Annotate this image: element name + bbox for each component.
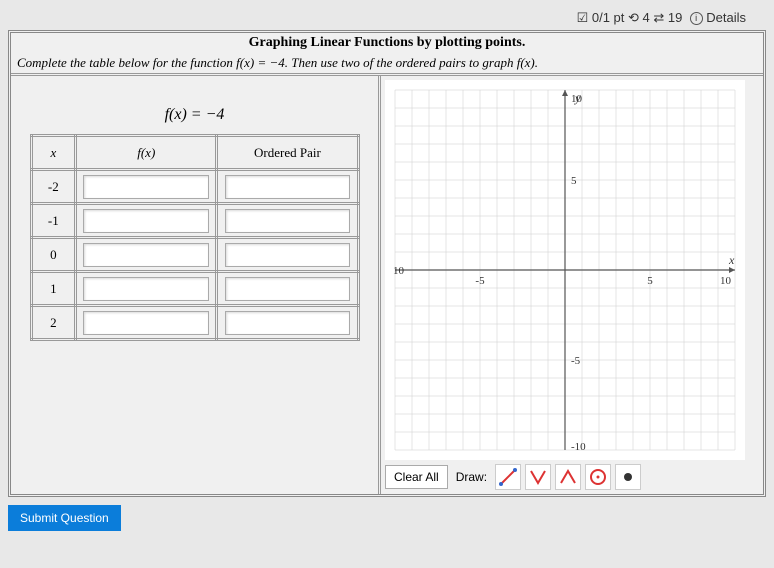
graph-panel: -5510105-510-10xy Clear All Draw: xyxy=(381,76,763,494)
pair-input-2[interactable] xyxy=(225,243,351,267)
graph-toolbar: Clear All Draw: xyxy=(385,464,759,490)
score-bar: ☑ 0/1 pt ⟲ 4 ⇄ 19 i Details xyxy=(8,8,766,30)
fx-input-4[interactable] xyxy=(83,311,209,335)
table-row: 2 xyxy=(31,306,358,340)
pair-input-4[interactable] xyxy=(225,311,351,335)
svg-text:-10: -10 xyxy=(571,441,586,453)
svg-text:-5: -5 xyxy=(571,355,581,367)
equation-display: f(x) = −4 xyxy=(21,106,368,124)
point-tool-icon[interactable] xyxy=(615,464,641,490)
svg-text:10: 10 xyxy=(393,265,405,277)
fx-input-1[interactable] xyxy=(83,209,209,233)
pair-input-1[interactable] xyxy=(225,209,351,233)
svg-text:y: y xyxy=(574,91,581,105)
svg-text:x: x xyxy=(728,253,735,267)
fx-input-2[interactable] xyxy=(83,243,209,267)
svg-text:5: 5 xyxy=(647,275,653,287)
table-row: 0 xyxy=(31,238,358,272)
details-link[interactable]: Details xyxy=(706,10,746,25)
col-x: x xyxy=(31,136,76,170)
pair-input-0[interactable] xyxy=(225,175,351,199)
table-panel: f(x) = −4 x f(x) Ordered Pair -2 -1 xyxy=(11,76,381,494)
info-icon[interactable]: i xyxy=(690,12,703,25)
circle-tool-icon[interactable] xyxy=(585,464,611,490)
table-row: 1 xyxy=(31,272,358,306)
question-box: Graphing Linear Functions by plotting po… xyxy=(8,30,766,497)
pair-input-3[interactable] xyxy=(225,277,351,301)
col-fx: f(x) xyxy=(76,136,217,170)
question-title: Graphing Linear Functions by plotting po… xyxy=(11,33,763,53)
col-pair: Ordered Pair xyxy=(217,136,358,170)
line-tool-icon[interactable] xyxy=(495,464,521,490)
table-row: -2 xyxy=(31,170,358,204)
open-up-tool-icon[interactable] xyxy=(525,464,551,490)
submit-button[interactable]: Submit Question xyxy=(8,505,121,531)
draw-label: Draw: xyxy=(452,470,491,484)
fx-input-0[interactable] xyxy=(83,175,209,199)
points-text: 0/1 pt xyxy=(592,10,625,25)
fx-input-3[interactable] xyxy=(83,277,209,301)
graph-canvas[interactable]: -5510105-510-10xy xyxy=(385,80,745,460)
shuffle-icon: ⇄ xyxy=(653,10,668,25)
svg-text:5: 5 xyxy=(571,175,577,187)
values-table: x f(x) Ordered Pair -2 -1 0 xyxy=(30,134,360,341)
open-down-tool-icon[interactable] xyxy=(555,464,581,490)
clear-all-button[interactable]: Clear All xyxy=(385,465,448,489)
instruction: Complete the table below for the functio… xyxy=(11,53,763,73)
svg-text:-5: -5 xyxy=(475,275,485,287)
retry-icon: ⟲ xyxy=(628,10,643,25)
check-icon: ☑ xyxy=(577,10,589,25)
svg-text:10: 10 xyxy=(720,275,732,287)
table-row: -1 xyxy=(31,204,358,238)
